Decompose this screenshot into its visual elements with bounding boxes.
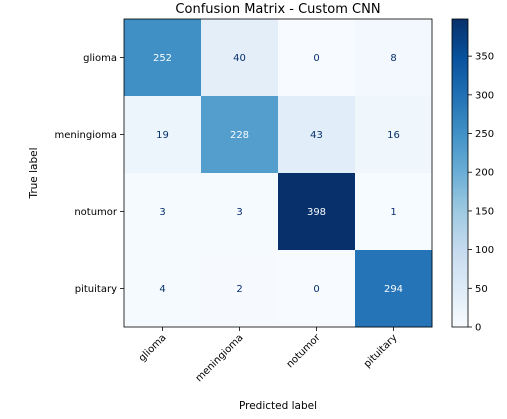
heatmap-cells (124, 19, 433, 328)
heatmap-cell (124, 173, 202, 251)
heatmap-cell (355, 250, 433, 328)
heatmap-cell (278, 19, 356, 97)
x-tick-label: notumor (285, 332, 324, 371)
cell-value-label: 8 (390, 53, 396, 64)
heatmap-cell (124, 96, 202, 174)
y-axis-ticks: glioma meningioma notumor pituitary (55, 53, 124, 295)
heatmap-cell (278, 173, 356, 251)
colorbar-tick-label: 100 (475, 245, 494, 256)
colorbar-tick-label: 300 (475, 90, 494, 101)
x-axis-label: Predicted label (239, 400, 317, 412)
plot-frame (123, 18, 433, 328)
heatmap-cell (355, 173, 433, 251)
heatmap-cell (201, 250, 279, 328)
cell-value-label: 43 (310, 130, 323, 141)
cell-value-label: 0 (313, 53, 319, 64)
cell-value-label: 16 (387, 130, 400, 141)
cell-value-label: 2 (236, 284, 242, 295)
cell-value-label: 252 (153, 53, 172, 64)
y-axis-label: True label (28, 147, 40, 199)
cell-value-label: 1 (390, 207, 396, 218)
heatmap-cell (201, 19, 279, 97)
cell-value-label: 4 (159, 284, 165, 295)
colorbar-tick-label: 350 (475, 52, 494, 63)
cell-value-label: 40 (233, 53, 246, 64)
cell-value-labels: 252 40 0 8 19 228 43 16 3 3 398 1 4 2 0 294 (153, 53, 403, 295)
cell-value-label: 3 (159, 207, 165, 218)
colorbar-tick-label: 50 (475, 284, 488, 295)
colorbar-tick-label: 150 (475, 206, 494, 217)
colorbar-tick-label: 200 (475, 168, 494, 179)
cell-value-label: 228 (230, 130, 249, 141)
x-axis-ticks: glioma meningioma notumor pituitary (137, 327, 400, 384)
colorbar-tick-label: 0 (475, 323, 481, 334)
heatmap-cell (124, 19, 202, 97)
heatmap-cell (355, 96, 433, 174)
x-tick-label: glioma (137, 332, 169, 364)
cell-value-label: 398 (307, 207, 326, 218)
colorbar (451, 18, 469, 328)
cell-value-label: 0 (313, 284, 319, 295)
colorbar-tick-label: 250 (475, 129, 494, 140)
chart-title: Confusion Matrix - Custom CNN (175, 2, 380, 17)
heatmap-cell (278, 96, 356, 174)
y-tick-label: pituitary (75, 284, 117, 295)
cell-value-label: 19 (156, 130, 169, 141)
y-tick-label: meningioma (55, 130, 117, 141)
x-tick-label: meningioma (194, 332, 246, 384)
cell-value-label: 294 (384, 284, 403, 295)
y-tick-label: notumor (74, 207, 118, 218)
colorbar-ticks: 0 50 100 150 200 250 300 350 (468, 52, 494, 334)
heatmap-cell (201, 96, 279, 174)
heatmap-cell (278, 250, 356, 328)
heatmap-cell (124, 250, 202, 328)
x-tick-label: pituitary (362, 332, 400, 370)
heatmap-cell (355, 19, 433, 97)
cell-value-label: 3 (236, 207, 242, 218)
heatmap-cell (201, 173, 279, 251)
y-tick-label: glioma (83, 53, 117, 64)
